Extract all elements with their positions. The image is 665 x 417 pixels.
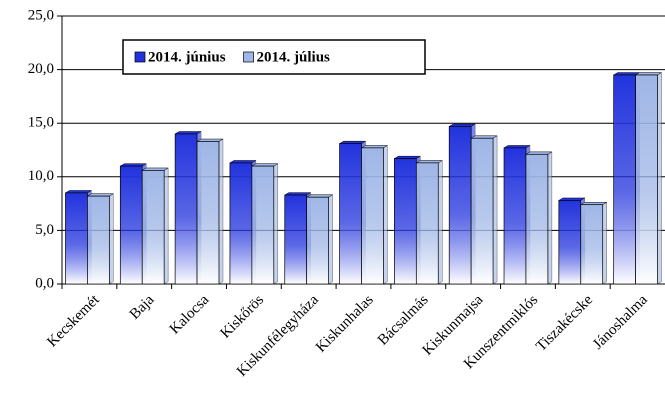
bar — [251, 165, 275, 285]
bar-side — [602, 201, 607, 285]
bar — [141, 170, 165, 285]
bar — [415, 162, 439, 285]
x-tick-label: Jánoshalma — [590, 292, 651, 353]
bar-side — [437, 160, 443, 285]
legend-swatch — [134, 51, 146, 63]
bar-top — [86, 193, 115, 197]
bar — [87, 195, 110, 285]
bar — [613, 74, 636, 285]
bar-side — [657, 72, 662, 285]
x-tick-label: Bácsalmás — [375, 292, 432, 349]
bar-top — [338, 140, 367, 144]
bar-top — [250, 163, 279, 167]
bar-top — [612, 72, 641, 76]
bar — [306, 196, 329, 285]
x-tick-label: Kecskemét — [44, 291, 103, 350]
bar — [196, 141, 220, 285]
bar-top — [557, 197, 586, 201]
bar-top — [415, 160, 444, 164]
bar-top — [141, 167, 170, 171]
y-tick-label: 0,0 — [35, 275, 54, 291]
y-tick-label: 10,0 — [28, 168, 54, 184]
bar — [580, 204, 604, 285]
bar — [284, 194, 308, 285]
bar-top — [360, 145, 389, 149]
bar — [339, 143, 362, 285]
bar-top — [448, 123, 477, 127]
bar-top — [283, 192, 312, 196]
bar-top — [305, 194, 334, 198]
bar-side — [109, 193, 114, 285]
bar — [394, 158, 417, 285]
bar — [361, 147, 384, 285]
bar — [470, 137, 494, 285]
bar — [119, 165, 143, 285]
bar-top — [229, 160, 257, 164]
x-tick-label: Kiskőrös — [218, 292, 268, 342]
bar-side — [547, 151, 553, 285]
bar — [635, 74, 658, 285]
bar-top — [634, 72, 663, 76]
y-tick-label: 25,0 — [28, 7, 54, 23]
legend-label: 2014. július — [257, 49, 331, 65]
bar-top — [393, 155, 422, 159]
bar — [503, 147, 527, 285]
bar — [448, 126, 472, 285]
bar-top — [503, 145, 531, 149]
bar-top — [525, 151, 553, 155]
legend-label: 2014. június — [148, 49, 226, 65]
bar-side — [273, 163, 279, 285]
y-tick-label: 20,0 — [28, 61, 54, 77]
bar-side — [163, 167, 169, 285]
bar — [174, 133, 198, 285]
x-tick-label: Kalocsa — [167, 292, 213, 338]
y-tick-label: 5,0 — [35, 222, 54, 238]
bar-top — [196, 138, 224, 142]
bar-side — [492, 135, 498, 285]
bar-side — [218, 138, 224, 285]
y-tick-label: 15,0 — [28, 115, 54, 131]
bar — [525, 153, 549, 285]
bar — [229, 162, 253, 285]
bar — [65, 192, 88, 285]
bar-top — [119, 163, 148, 167]
x-tick-label: Baja — [127, 292, 158, 323]
bar-top — [64, 190, 93, 194]
bar-top — [470, 135, 498, 139]
bar-side — [328, 194, 333, 285]
bar — [558, 200, 582, 285]
legend-swatch — [243, 51, 254, 63]
bar-top — [174, 131, 202, 135]
x-tick-label: Kiskunhalas — [313, 292, 377, 356]
legend — [122, 39, 426, 75]
bar-top — [579, 202, 608, 205]
x-tick-label: Tiszakécske — [533, 292, 596, 355]
bar-side — [383, 145, 388, 285]
